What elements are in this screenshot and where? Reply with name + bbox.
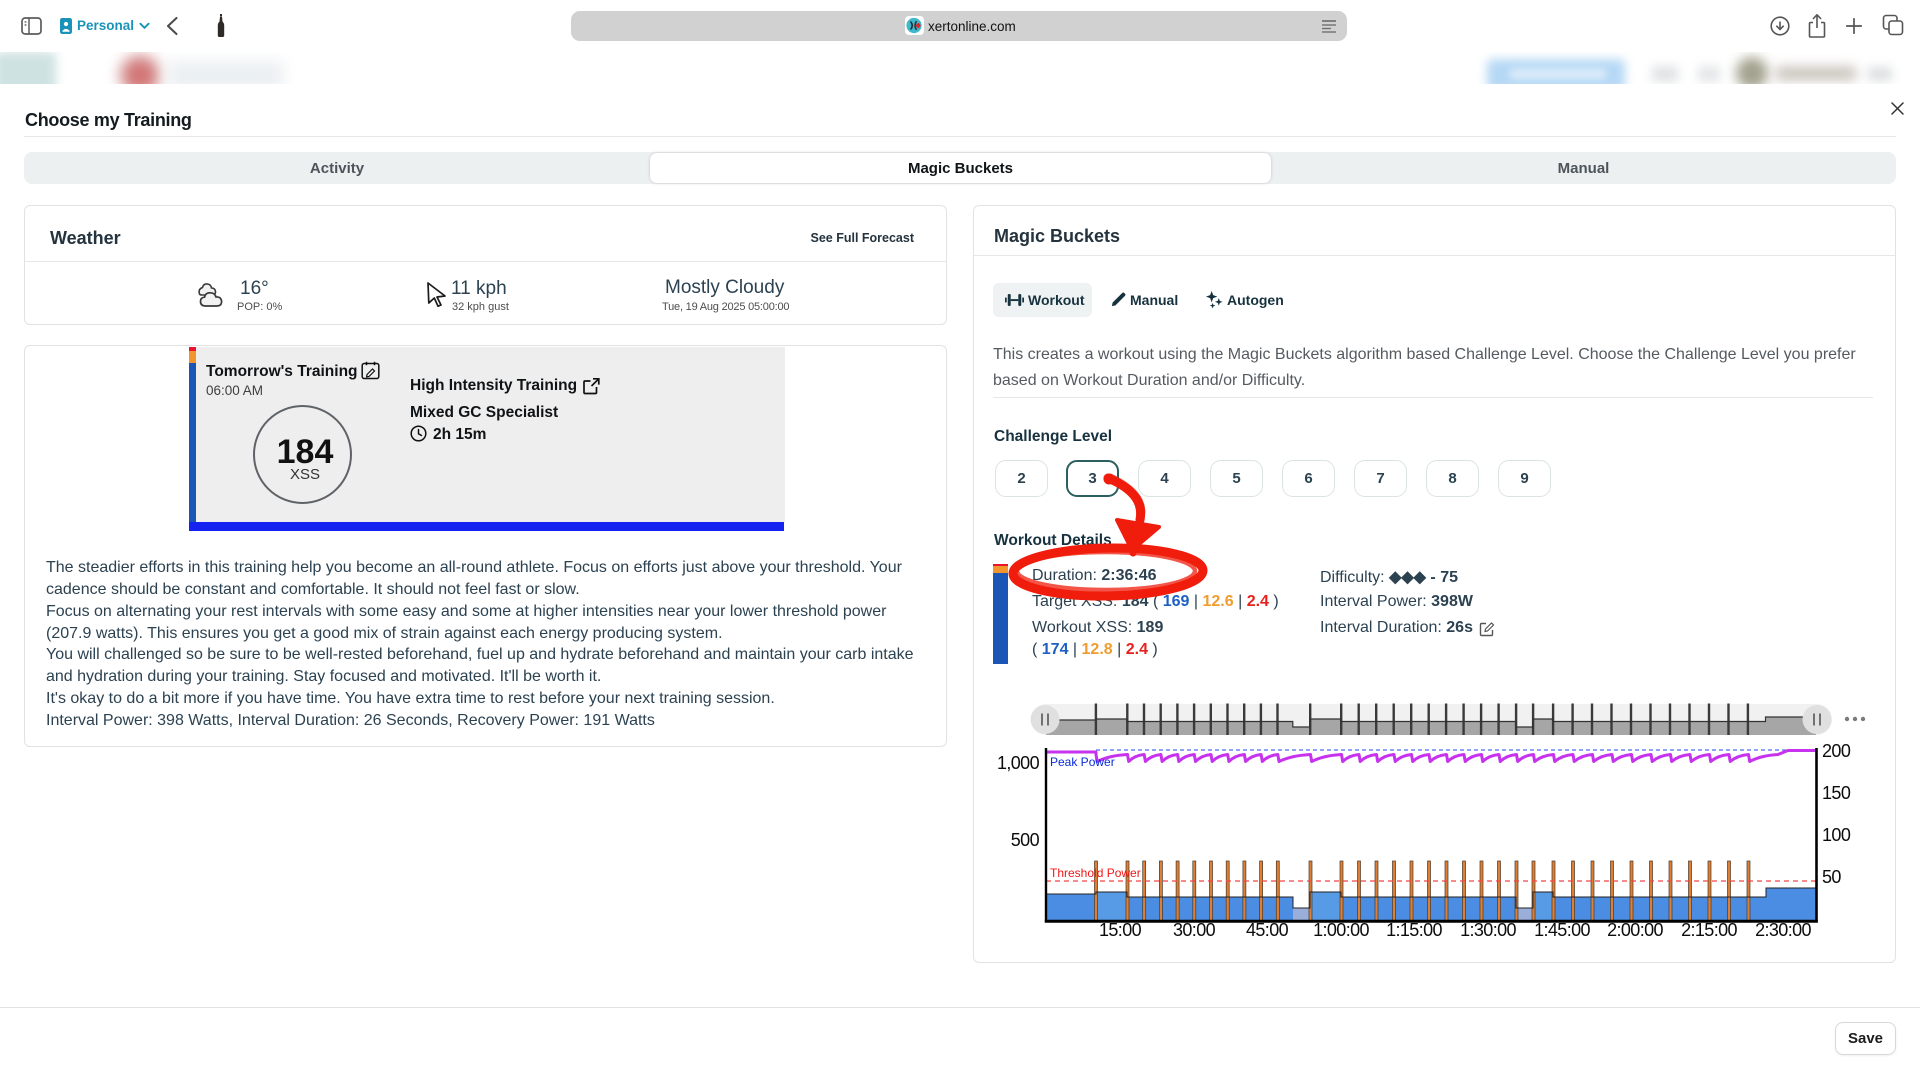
svg-text:500: 500 (1011, 830, 1040, 850)
svg-text:2:30:00: 2:30:00 (1755, 920, 1811, 940)
svg-text:Peak Power: Peak Power (1050, 755, 1115, 769)
svg-text:30:00: 30:00 (1173, 920, 1216, 940)
svg-text:1:45:00: 1:45:00 (1534, 920, 1590, 940)
svg-text:15:00: 15:00 (1099, 920, 1142, 940)
svg-text:150: 150 (1822, 783, 1851, 803)
svg-text:45:00: 45:00 (1246, 920, 1289, 940)
svg-text:2:15:00: 2:15:00 (1681, 920, 1737, 940)
svg-text:1,000: 1,000 (997, 753, 1040, 773)
svg-text:200: 200 (1822, 741, 1851, 761)
svg-text:2:00:00: 2:00:00 (1607, 920, 1663, 940)
svg-text:100: 100 (1822, 825, 1851, 845)
svg-text:50: 50 (1822, 867, 1841, 887)
svg-text:Threshold Power: Threshold Power (1050, 866, 1141, 880)
svg-text:1:15:00: 1:15:00 (1386, 920, 1442, 940)
svg-text:1:00:00: 1:00:00 (1313, 920, 1369, 940)
svg-text:1:30:00: 1:30:00 (1460, 920, 1516, 940)
